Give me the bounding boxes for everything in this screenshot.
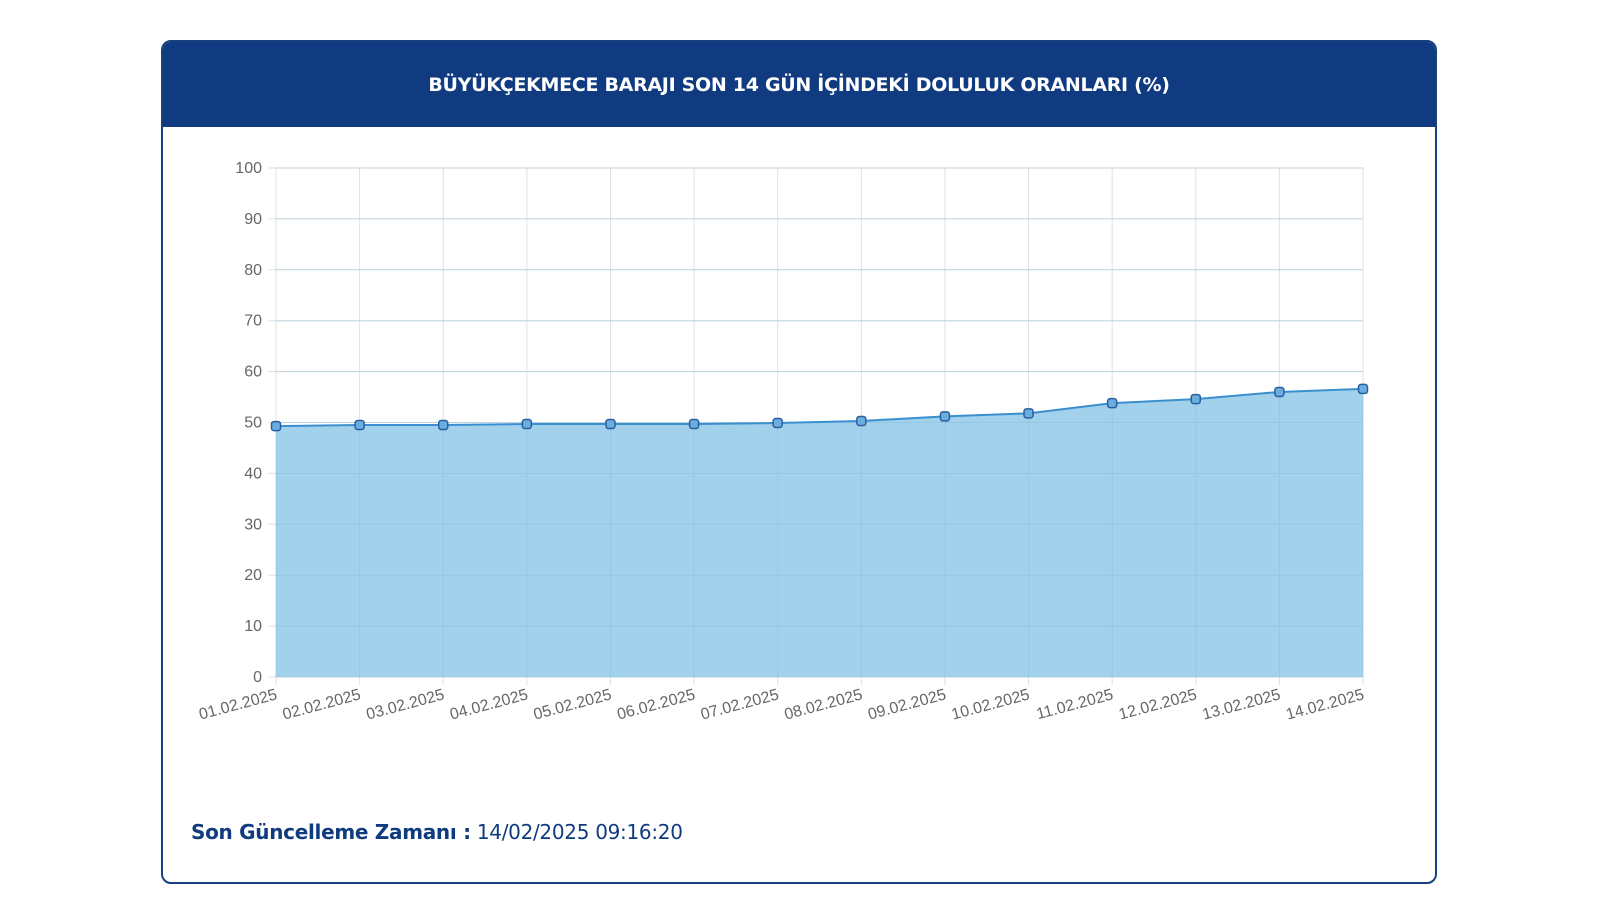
data-point bbox=[437, 419, 449, 431]
last-update-value: 14/02/2025 09:16:20 bbox=[476, 820, 683, 844]
last-update: Son Güncelleme Zamanı : 14/02/2025 09:16… bbox=[191, 820, 683, 844]
x-tick-label: 10.02.2025 bbox=[950, 686, 1032, 723]
chart-area: 0 10 20 30 40 50 60 70 80 90 100 01.02.2025 02.02.20… bbox=[197, 160, 1369, 724]
x-tick-label: 13.02.2025 bbox=[1201, 686, 1283, 723]
x-tick-label: 11.02.2025 bbox=[1035, 686, 1116, 723]
x-tick-label: 12.02.2025 bbox=[1117, 686, 1199, 723]
data-point bbox=[772, 417, 783, 429]
card-header: BÜYÜKÇEKMECE BARAJI SON 14 GÜN İÇİNDEKİ … bbox=[163, 42, 1435, 127]
last-update-label: Son Güncelleme Zamanı : bbox=[191, 820, 471, 844]
y-tick-label: 0 bbox=[253, 669, 262, 686]
x-tick-label: 03.02.2025 bbox=[365, 686, 447, 723]
data-point bbox=[1190, 393, 1202, 405]
y-tick-label: 90 bbox=[244, 211, 262, 228]
y-tick-label: 10 bbox=[244, 618, 262, 635]
y-tick-label: 20 bbox=[244, 567, 262, 584]
x-tick-label: 06.02.2025 bbox=[615, 686, 697, 723]
data-point bbox=[856, 415, 867, 427]
x-tick-label: 07.02.2025 bbox=[699, 686, 781, 723]
chart-title: BÜYÜKÇEKMECE BARAJI SON 14 GÜN İÇİNDEKİ … bbox=[428, 73, 1170, 96]
x-tick-label: 01.02.2025 bbox=[197, 686, 279, 723]
series-line bbox=[275, 387, 1364, 428]
y-tick-label: 50 bbox=[244, 415, 262, 432]
x-tick-label: 09.02.2025 bbox=[866, 686, 948, 723]
data-point bbox=[521, 418, 533, 430]
data-point bbox=[270, 420, 282, 432]
x-tick-label: 02.02.2025 bbox=[281, 686, 363, 723]
y-tick-label: 70 bbox=[244, 313, 262, 330]
data-point bbox=[1274, 386, 1285, 398]
x-tick-label: 04.02.2025 bbox=[448, 686, 530, 723]
y-tick-label: 40 bbox=[244, 465, 262, 482]
data-point bbox=[688, 418, 700, 430]
y-tick-label: 30 bbox=[244, 516, 262, 533]
data-point bbox=[354, 419, 365, 431]
x-tick-label: 14.02.2025 bbox=[1284, 686, 1366, 723]
data-point bbox=[605, 418, 616, 430]
y-tick-label: 80 bbox=[244, 262, 262, 279]
data-point bbox=[939, 411, 951, 422]
area-fill bbox=[276, 388, 1363, 677]
x-tick-label: 05.02.2025 bbox=[532, 686, 614, 723]
chart-card: BÜYÜKÇEKMECE BARAJI SON 14 GÜN İÇİNDEKİ … bbox=[161, 40, 1437, 884]
y-tick-label: 60 bbox=[244, 364, 262, 381]
data-point bbox=[1106, 397, 1118, 409]
data-point bbox=[1357, 383, 1369, 395]
data-point bbox=[1023, 408, 1034, 419]
x-tick-label: 08.02.2025 bbox=[783, 686, 865, 723]
y-tick-label: 100 bbox=[235, 160, 262, 177]
